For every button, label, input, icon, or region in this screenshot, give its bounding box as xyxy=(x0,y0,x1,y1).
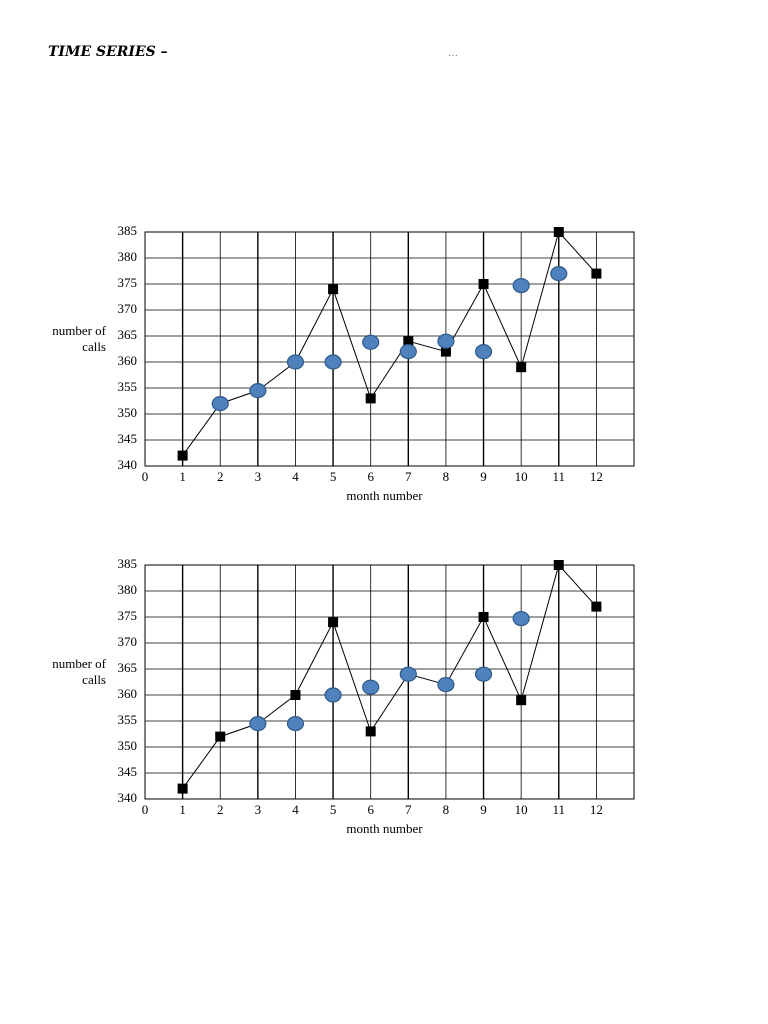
square-marker xyxy=(365,726,376,737)
x-tick-label: 10 xyxy=(515,469,528,484)
x-tick-label: 11 xyxy=(553,802,566,817)
circle-marker xyxy=(286,715,305,732)
y-tick-label: 385 xyxy=(118,556,138,571)
circle-marker xyxy=(474,666,493,682)
x-tick-label: 0 xyxy=(142,469,149,484)
x-tick-label: 12 xyxy=(590,469,603,484)
y-tick-label: 340 xyxy=(118,790,138,805)
y-tick-label: 365 xyxy=(118,327,138,342)
x-tick-label: 12 xyxy=(590,802,603,817)
x-tick-label: 1 xyxy=(179,469,186,484)
x-tick-label: 10 xyxy=(515,802,528,817)
y-axis-label: number of calls xyxy=(52,323,106,354)
page-title: TIME SERIES – xyxy=(48,44,168,60)
circle-marker xyxy=(474,344,493,360)
circle-marker xyxy=(249,715,267,732)
x-tick-label: 4 xyxy=(292,469,299,484)
x-tick-label: 9 xyxy=(480,469,487,484)
y-tick-label: 360 xyxy=(118,686,138,701)
square-marker xyxy=(478,279,489,289)
square-marker xyxy=(516,695,527,706)
y-axis-label: number of calls xyxy=(52,656,106,687)
circle-marker xyxy=(437,676,455,693)
circle-marker xyxy=(211,396,229,412)
y-tick-label: 340 xyxy=(118,457,138,472)
y-tick-label: 375 xyxy=(118,608,138,623)
square-marker xyxy=(553,227,564,237)
circle-marker xyxy=(286,354,305,370)
square-marker xyxy=(177,450,188,461)
y-tick-label: 370 xyxy=(118,301,138,316)
x-tick-label: 2 xyxy=(217,802,224,817)
square-marker xyxy=(328,617,339,628)
square-marker xyxy=(177,783,188,794)
x-tick-label: 5 xyxy=(330,802,337,817)
x-tick-label: 9 xyxy=(480,802,487,817)
x-tick-label: 1 xyxy=(179,802,186,817)
x-axis-label: month number xyxy=(346,821,423,836)
square-marker xyxy=(215,731,226,742)
circle-marker xyxy=(512,277,530,294)
square-marker xyxy=(403,336,414,347)
circle-marker xyxy=(324,354,342,370)
x-tick-label: 6 xyxy=(367,802,374,817)
square-marker xyxy=(328,284,339,295)
x-tick-label: 2 xyxy=(217,469,224,484)
circle-marker xyxy=(362,679,380,695)
y-tick-label: 345 xyxy=(118,431,138,446)
x-tick-label: 5 xyxy=(330,469,337,484)
y-tick-label: 375 xyxy=(118,275,138,290)
y-tick-label: 360 xyxy=(118,353,138,368)
x-tick-label: 0 xyxy=(142,802,149,817)
square-marker xyxy=(478,612,489,622)
y-tick-label: 350 xyxy=(118,738,138,753)
square-marker xyxy=(365,393,376,404)
y-tick-label: 370 xyxy=(118,634,138,649)
circle-marker xyxy=(437,333,455,349)
circle-marker xyxy=(249,383,267,399)
square-marker xyxy=(553,560,564,570)
data-line xyxy=(182,230,597,456)
x-tick-label: 7 xyxy=(405,469,412,484)
x-tick-label: 8 xyxy=(443,802,450,817)
square-marker xyxy=(290,690,301,700)
circle-marker xyxy=(550,266,568,282)
y-tick-label: 365 xyxy=(118,660,138,675)
square-marker xyxy=(591,601,602,612)
y-tick-label: 345 xyxy=(118,764,138,779)
y-tick-label: 385 xyxy=(118,223,138,238)
circle-marker xyxy=(399,344,417,360)
x-tick-label: 3 xyxy=(255,469,262,484)
x-tick-label: 11 xyxy=(553,469,566,484)
note: … xyxy=(448,48,458,59)
x-tick-label: 7 xyxy=(405,802,412,817)
square-marker xyxy=(516,362,527,373)
data-line xyxy=(182,563,597,789)
y-tick-label: 355 xyxy=(118,379,138,394)
y-tick-label: 380 xyxy=(118,249,138,264)
circle-marker xyxy=(324,687,342,703)
x-tick-label: 8 xyxy=(443,469,450,484)
y-tick-label: 350 xyxy=(118,405,138,420)
y-tick-label: 380 xyxy=(118,582,138,597)
square-marker xyxy=(591,268,602,279)
circle-marker xyxy=(512,610,530,627)
circle-marker xyxy=(362,334,380,350)
square-marker xyxy=(440,346,451,357)
x-tick-label: 6 xyxy=(367,469,374,484)
x-tick-label: 3 xyxy=(255,802,262,817)
y-tick-label: 355 xyxy=(118,712,138,727)
x-axis-label: month number xyxy=(346,488,423,503)
x-tick-label: 4 xyxy=(292,802,299,817)
circle-marker xyxy=(399,666,417,682)
plot-frame xyxy=(144,564,635,800)
